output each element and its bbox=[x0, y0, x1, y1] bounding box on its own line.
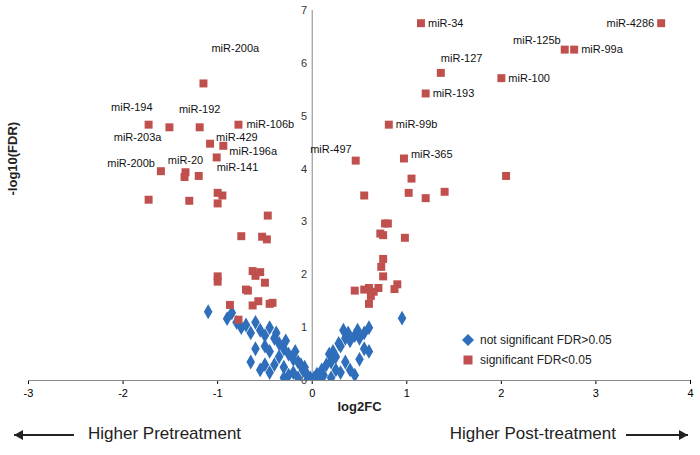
svg-text:0: 0 bbox=[301, 374, 308, 386]
svg-text:miR-196a: miR-196a bbox=[229, 145, 278, 157]
html-text:Higher Post-treatment: Higher Post-treatment bbox=[449, 424, 616, 443]
svg-text:miR-100: miR-100 bbox=[508, 72, 550, 84]
svg-text:miR-99b: miR-99b bbox=[396, 118, 438, 130]
svg-text:1: 1 bbox=[301, 321, 307, 333]
svg-text:2: 2 bbox=[498, 387, 504, 399]
svg-text:4: 4 bbox=[687, 387, 693, 399]
svg-text:miR-194: miR-194 bbox=[111, 101, 153, 113]
svg-text:miR-497: miR-497 bbox=[310, 143, 352, 155]
svg-text:miR-4286: miR-4286 bbox=[606, 17, 654, 29]
svg-text:-3: -3 bbox=[24, 387, 34, 399]
svg-text:miR-127: miR-127 bbox=[441, 52, 483, 64]
svg-text:1: 1 bbox=[404, 387, 410, 399]
svg-text:-2: -2 bbox=[118, 387, 128, 399]
svg-text:3: 3 bbox=[301, 215, 307, 227]
svg-text:miR-192: miR-192 bbox=[179, 103, 221, 115]
svg-text:miR-193: miR-193 bbox=[433, 87, 475, 99]
svg-text:miR-200a: miR-200a bbox=[211, 42, 260, 54]
svg-text:-1: -1 bbox=[213, 387, 223, 399]
svg-text:miR-203a: miR-203a bbox=[114, 131, 163, 143]
svg-text:miR-20: miR-20 bbox=[168, 154, 203, 166]
svg-text:log2FC: log2FC bbox=[337, 399, 382, 414]
svg-text:miR-200b: miR-200b bbox=[107, 157, 155, 169]
svg-text:4: 4 bbox=[301, 163, 307, 175]
svg-text:2: 2 bbox=[301, 268, 307, 280]
svg-text:7: 7 bbox=[301, 4, 307, 16]
svg-text:0: 0 bbox=[309, 387, 315, 399]
svg-text:miR-429: miR-429 bbox=[216, 131, 258, 143]
svg-text:miR-141: miR-141 bbox=[217, 161, 259, 173]
html-text:Higher Pretreatment: Higher Pretreatment bbox=[88, 424, 242, 443]
html-text:not significant FDR>0.05: not significant FDR>0.05 bbox=[480, 333, 612, 347]
svg-text:miR-34: miR-34 bbox=[428, 17, 463, 29]
svg-text:miR-365: miR-365 bbox=[411, 148, 453, 160]
html-text:significant FDR<0.05: significant FDR<0.05 bbox=[480, 353, 592, 367]
svg-text:6: 6 bbox=[301, 57, 307, 69]
svg-text:miR-125b: miR-125b bbox=[513, 34, 561, 46]
svg-text:5: 5 bbox=[301, 110, 307, 122]
svg-text:miR-106b: miR-106b bbox=[246, 118, 294, 130]
svg-text:3: 3 bbox=[593, 387, 599, 399]
svg-text:miR-99a: miR-99a bbox=[581, 43, 623, 55]
svg-text:-log10(FDR): -log10(FDR) bbox=[5, 122, 20, 196]
